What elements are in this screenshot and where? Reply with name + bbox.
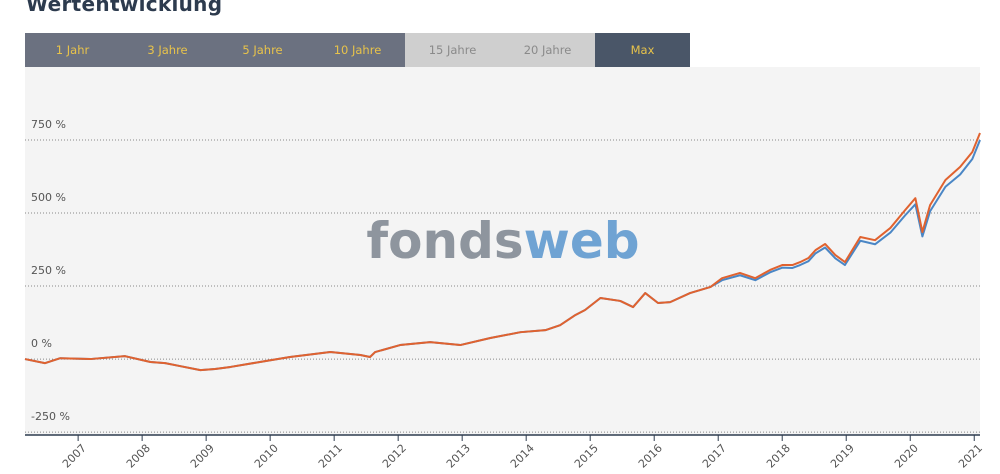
x-tick-label: 2014 <box>508 442 537 471</box>
x-tick-label: 2013 <box>444 442 473 471</box>
x-tick-label: 2007 <box>60 442 89 471</box>
x-tick-label: 2017 <box>700 442 729 471</box>
watermark-part: web <box>524 212 640 270</box>
x-tick-label: 2019 <box>828 442 857 471</box>
x-tick-label: 2012 <box>380 442 409 471</box>
watermark-part: fonds <box>366 212 523 270</box>
series-line <box>24 132 981 372</box>
x-tick-label: 2016 <box>636 442 665 471</box>
y-tick-label: 250 % <box>31 264 66 277</box>
range-button[interactable]: 20 Jahre <box>500 33 595 67</box>
x-tick-label: 2011 <box>316 442 345 471</box>
y-tick-label: -250 % <box>31 410 70 423</box>
range-button[interactable]: 15 Jahre <box>405 33 500 67</box>
heading: Wertentwicklung <box>26 0 223 16</box>
range-button[interactable]: 10 Jahre <box>310 33 405 67</box>
x-tick-label: 2010 <box>252 442 281 471</box>
y-tick-label: 750 % <box>31 118 66 131</box>
range-button[interactable]: 1 Jahr <box>25 33 120 67</box>
x-tick-label: 2020 <box>892 442 921 471</box>
y-tick-label: 500 % <box>31 191 66 204</box>
range-button[interactable]: Max <box>595 33 690 67</box>
range-button[interactable]: 3 Jahre <box>120 33 215 67</box>
y-tick-label: 0 % <box>31 337 52 350</box>
range-buttons: 1 Jahr 3 Jahre 5 Jahre 10 Jahre 15 Jahre 20 J… <box>25 33 690 67</box>
x-tick-label: 2021 <box>956 442 985 471</box>
x-tick-label: 2018 <box>764 442 793 471</box>
x-tick-label: 2009 <box>188 442 217 471</box>
range-button[interactable]: 5 Jahre <box>215 33 310 67</box>
x-tick-label: 2015 <box>572 442 601 471</box>
watermark: fondsweb <box>366 212 639 270</box>
x-tick-label: 2008 <box>124 442 153 471</box>
